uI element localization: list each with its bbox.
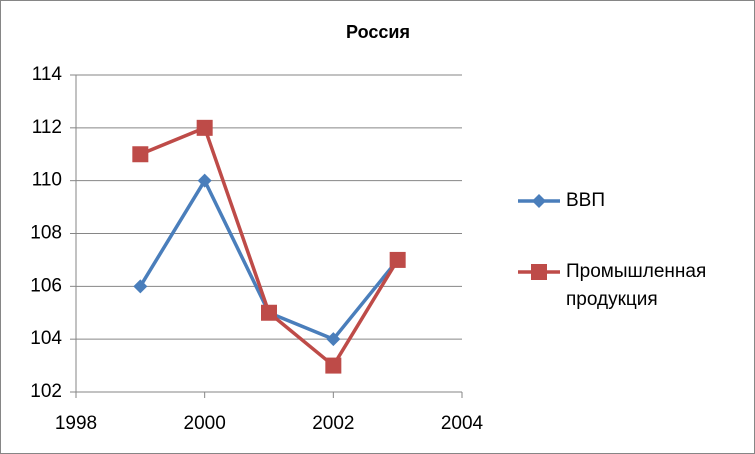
legend-label: ВВП <box>566 190 606 211</box>
x-tick-label: 2004 <box>441 413 484 434</box>
legend-marker <box>532 194 546 208</box>
y-tick-label: 108 <box>30 223 62 244</box>
y-tick-label: 104 <box>30 328 62 349</box>
data-point <box>326 332 341 347</box>
y-tick-label: 114 <box>32 64 63 85</box>
data-point <box>389 251 406 268</box>
chart-title: Россия <box>346 22 410 42</box>
data-point <box>261 304 277 321</box>
legend-marker <box>531 264 547 280</box>
y-tick-label: 110 <box>32 170 62 191</box>
y-tick-label: 112 <box>32 117 62 138</box>
data-point <box>325 357 342 374</box>
x-tick-label: 2000 <box>184 413 226 434</box>
y-tick-label: 106 <box>30 275 62 296</box>
x-tick-label: 2002 <box>312 413 354 434</box>
data-point <box>133 279 148 294</box>
y-tick-label: 102 <box>30 381 62 402</box>
data-point <box>132 146 149 163</box>
data-point <box>196 119 213 136</box>
legend-label: Промышленная продукция <box>566 261 707 310</box>
x-tick-label: 1998 <box>55 413 97 434</box>
data-point <box>197 173 212 188</box>
